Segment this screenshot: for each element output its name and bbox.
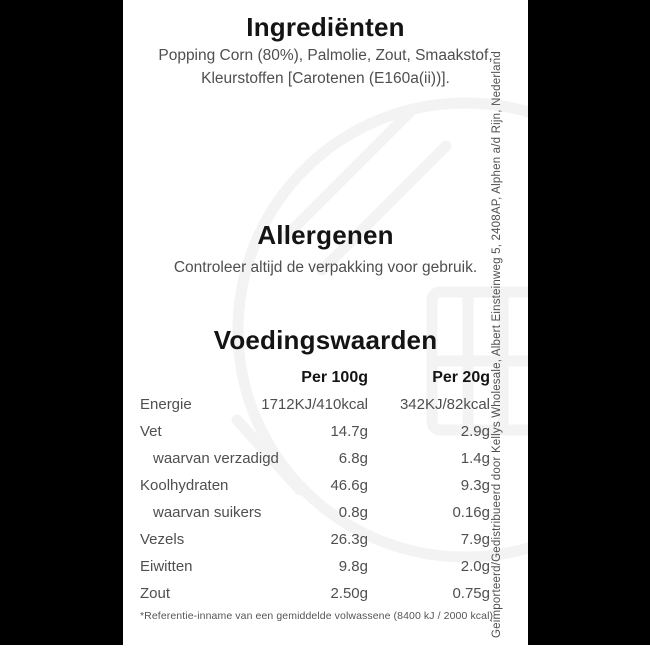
nutrition-row-per20: 1.4g bbox=[460, 450, 490, 467]
nutrition-row-label: waarvan verzadigd bbox=[153, 450, 279, 467]
ingredients-title: Ingrediënten bbox=[246, 12, 405, 42]
nutrition-row-per20: 2.0g bbox=[460, 558, 490, 575]
nutrition-row-per20: 2.9g bbox=[460, 423, 490, 440]
nutrition-row-per20: 0.16g bbox=[452, 504, 490, 521]
nutrition-header-spacer bbox=[140, 364, 268, 391]
nutrition-row-label: waarvan suikers bbox=[153, 504, 262, 521]
nutrition-row-per100: 0.8g bbox=[338, 504, 368, 521]
nutrition-header-per100: Per 100g bbox=[301, 368, 368, 386]
nutrition-header-per20: Per 20g bbox=[432, 368, 490, 386]
label-content: Ingrediënten Popping Corn (80%), Palmoli… bbox=[123, 0, 528, 645]
watermark-diagonal-2 bbox=[316, 140, 452, 276]
nutrition-row-per100: 9.8g bbox=[338, 558, 368, 575]
nutrition-row-per20: 342KJ/82kcal bbox=[399, 396, 490, 413]
watermark-diagonal-1 bbox=[279, 107, 415, 243]
nutrition-row-label: Vet bbox=[140, 423, 162, 440]
nutrition-row-per100: 6.8g bbox=[338, 450, 368, 467]
nutrition-row-label: Energie bbox=[140, 396, 192, 413]
nutrition-row-per20: 0.75g bbox=[452, 585, 490, 602]
nutrition-row-per100: 2.50g bbox=[330, 585, 368, 602]
package-right-edge bbox=[528, 0, 650, 645]
ingredients-text: Popping Corn (80%), Palmolie, Zout, Smaa… bbox=[123, 44, 528, 90]
allergens-title: Allergenen bbox=[257, 220, 394, 250]
nutrition-table: Per 100g Per 20g Energie 1712KJ/410kcal … bbox=[140, 364, 490, 607]
package-left-edge bbox=[0, 0, 123, 645]
nutrition-row-per100: 46.6g bbox=[330, 477, 368, 494]
watermark-circle bbox=[232, 97, 650, 563]
nutrition-row-label: Vezels bbox=[140, 531, 185, 548]
nutrition-row-per20: 9.3g bbox=[460, 477, 490, 494]
distributor-vertical-text: Geimporteerd/Gedistribueerd door Kellys … bbox=[491, 51, 503, 638]
reference-intake-footnote: *Referentie-inname van een gemiddelde vo… bbox=[140, 610, 494, 622]
nutrition-row-label: Eiwitten bbox=[140, 558, 193, 575]
nutrition-row-label: Zout bbox=[140, 585, 171, 602]
watermark-diagonal-3 bbox=[231, 414, 306, 496]
ingredients-line-1: Popping Corn (80%), Palmolie, Zout, Smaa… bbox=[158, 47, 493, 64]
nutrition-title: Voedingswaarden bbox=[213, 325, 438, 355]
allergens-text: Controleer altijd de verpakking voor geb… bbox=[173, 259, 478, 276]
nutrition-row-per100: 14.7g bbox=[330, 423, 368, 440]
nutrition-row-label: Koolhydraten bbox=[140, 477, 229, 494]
nutrition-row-per20: 7.9g bbox=[460, 531, 490, 548]
nutrition-row-per100: 26.3g bbox=[330, 531, 368, 548]
nutrition-row-per100: 1712KJ/410kcal bbox=[261, 396, 368, 413]
ingredients-line-2: Kleurstoffen [Carotenen (E160a(ii))]. bbox=[201, 70, 450, 87]
